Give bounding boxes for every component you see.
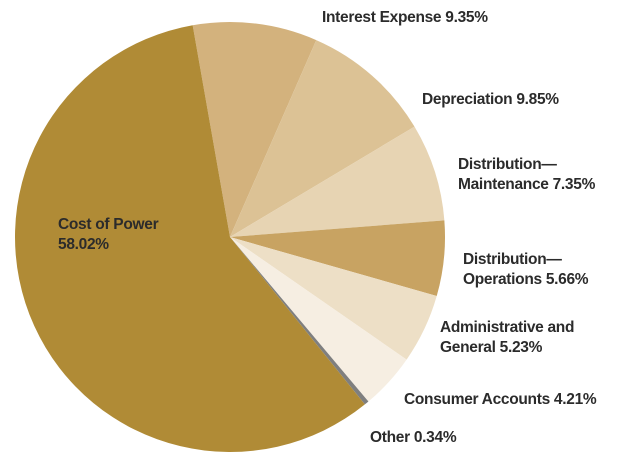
slice-name: Distribution—Operations xyxy=(463,251,562,288)
pie-slice xyxy=(230,126,445,237)
slice-label: Cost of Power 58.02% xyxy=(58,215,178,255)
pie-slice xyxy=(192,22,317,237)
slice-name: Interest Expense xyxy=(322,9,442,26)
slice-value: 0.34% xyxy=(413,429,457,446)
slice-name: Consumer Accounts xyxy=(404,391,550,408)
slice-label: Consumer Accounts 4.21% xyxy=(404,390,625,410)
slice-label: Interest Expense 9.35% xyxy=(322,8,622,28)
slice-name: Cost of Power xyxy=(58,216,159,233)
slice-label: Administrative and General 5.23% xyxy=(440,318,590,358)
slice-name: Depreciation xyxy=(422,91,513,108)
slice-value: 5.66% xyxy=(545,271,589,288)
slice-name: Distribution—Maintenance xyxy=(458,156,557,193)
pie-slice xyxy=(230,40,415,237)
pie-slice xyxy=(230,237,437,360)
slice-label: Depreciation 9.85% xyxy=(422,90,622,110)
slice-value: 7.35% xyxy=(552,176,596,193)
pie-slice xyxy=(230,220,446,297)
pie-slice xyxy=(230,237,407,402)
slice-value: 4.21% xyxy=(553,391,597,408)
slice-value: 58.02% xyxy=(58,236,109,253)
slice-label: Distribution—Operations 5.66% xyxy=(463,250,613,290)
pie-slice xyxy=(15,25,365,452)
slice-name: Other xyxy=(370,429,410,446)
slice-value: 9.35% xyxy=(445,9,488,26)
slice-value: 9.85% xyxy=(516,91,559,108)
slice-name: Administrative and General xyxy=(440,319,575,356)
slice-label: Other 0.34% xyxy=(370,428,570,448)
pie-slice xyxy=(230,237,369,405)
slice-value: 5.23% xyxy=(499,339,543,356)
slice-label: Distribution—Maintenance 7.35% xyxy=(458,155,598,195)
